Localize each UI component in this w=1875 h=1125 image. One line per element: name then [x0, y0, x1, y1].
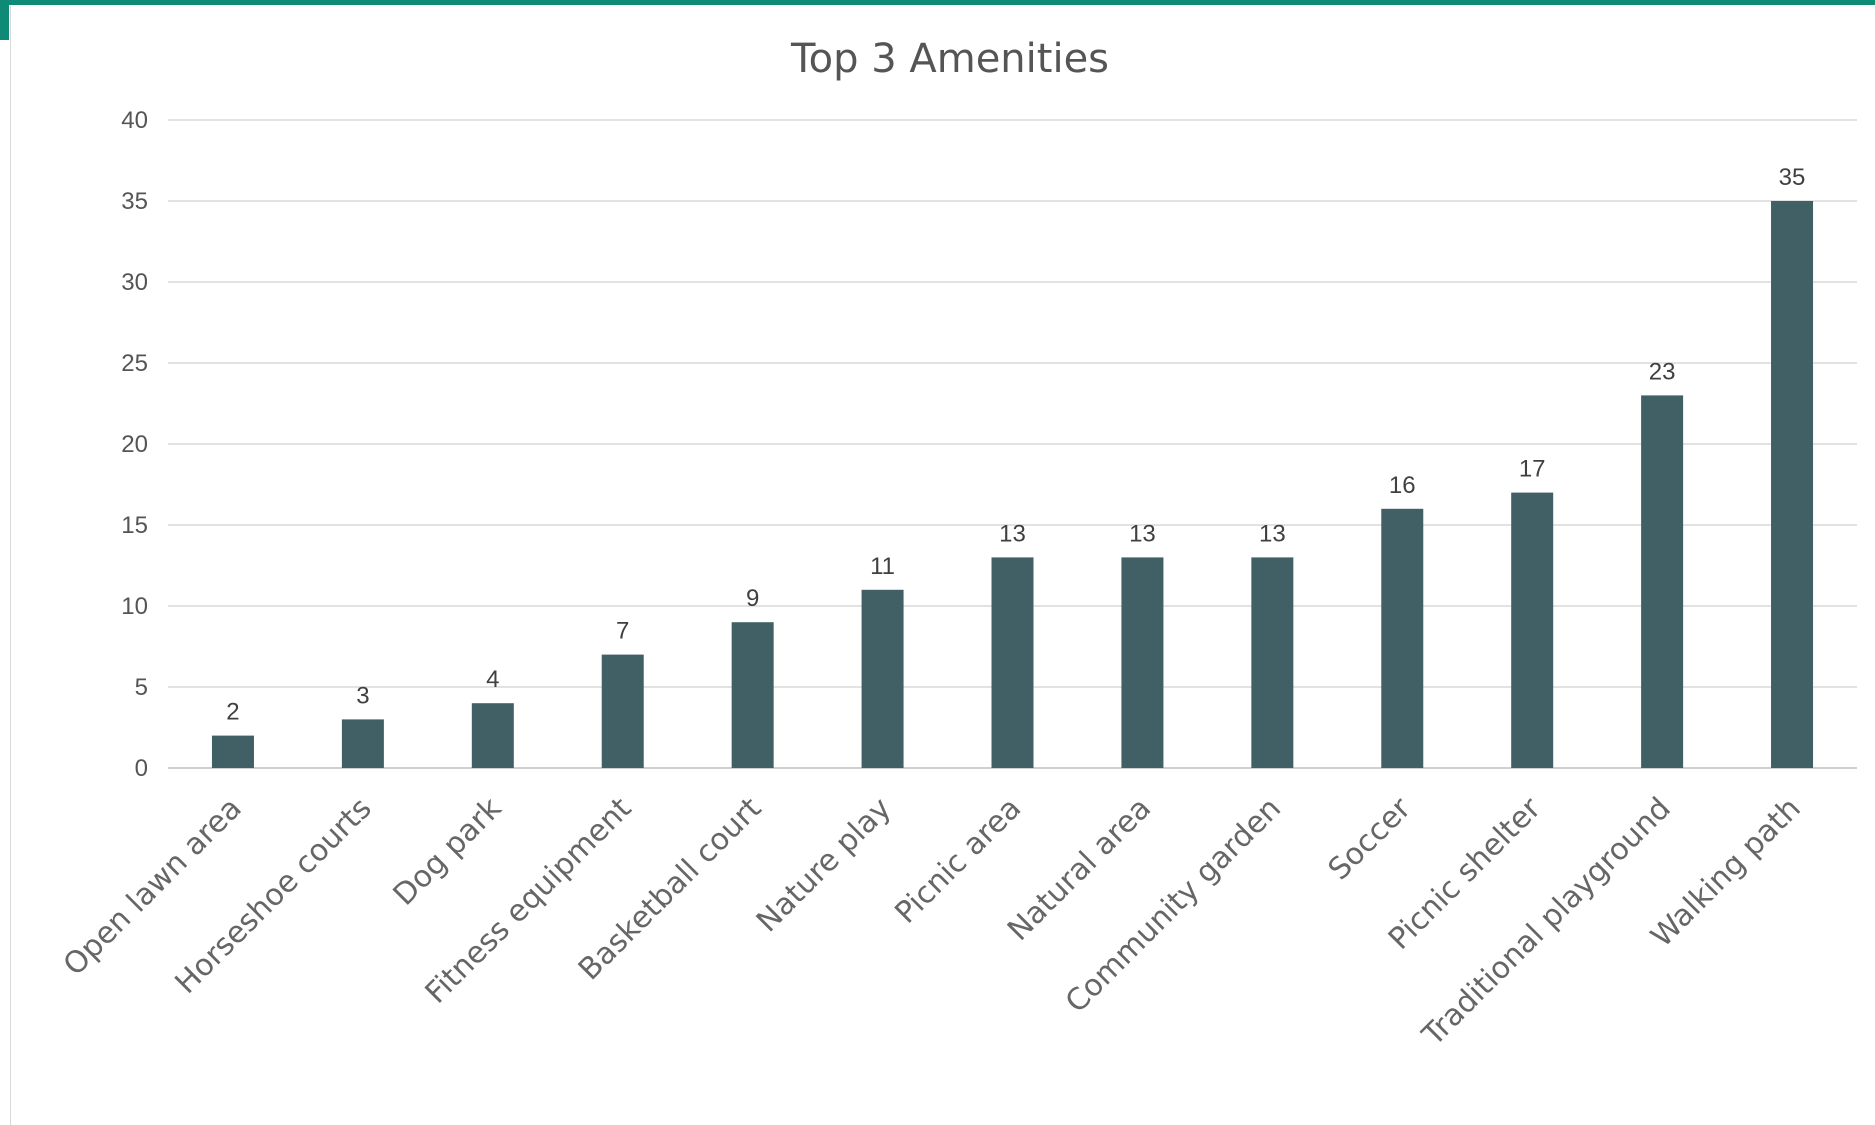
- x-tick-label: Community garden: [1059, 791, 1288, 1020]
- bar: [991, 557, 1034, 768]
- x-tick-label: Soccer: [1322, 790, 1419, 887]
- bar: [1641, 395, 1684, 768]
- data-label: 3: [356, 682, 369, 709]
- y-tick-label: 25: [121, 350, 148, 377]
- y-axis-ticks: 0 5 10 15 20 25 30 35 40: [121, 107, 148, 782]
- y-tick-label: 40: [121, 107, 148, 134]
- data-label: 13: [999, 520, 1026, 547]
- data-label: 16: [1389, 472, 1416, 499]
- data-label: 9: [746, 585, 759, 612]
- chart-title: Top 3 Amenities: [790, 36, 1109, 82]
- bar: [1511, 492, 1554, 768]
- bar: [1121, 557, 1164, 768]
- y-tick-label: 0: [135, 755, 148, 782]
- data-label: 13: [1129, 520, 1156, 547]
- bar: [341, 719, 384, 768]
- left-border: [10, 5, 11, 1125]
- bar: [211, 735, 254, 768]
- data-label: 4: [486, 666, 499, 693]
- y-tick-label: 30: [121, 269, 148, 296]
- x-tick-label: Picnic area: [888, 791, 1028, 931]
- x-tick-label: Nature play: [750, 791, 898, 939]
- bar: [1251, 557, 1294, 768]
- y-tick-label: 10: [121, 593, 148, 620]
- corner-accent: [0, 0, 9, 40]
- y-tick-label: 15: [121, 512, 148, 539]
- gridlines: [168, 119, 1857, 769]
- bar: [731, 622, 774, 768]
- data-label: 23: [1649, 358, 1676, 385]
- data-label: 35: [1779, 164, 1806, 191]
- bar: [861, 589, 904, 768]
- x-tick-label: Traditional playground: [1415, 791, 1678, 1054]
- bar: [601, 654, 644, 768]
- x-tick-label: Dog park: [387, 790, 509, 912]
- y-tick-label: 20: [121, 431, 148, 458]
- bars: [211, 201, 1814, 768]
- data-label: 7: [616, 618, 629, 645]
- top-accent-bar: [0, 0, 1875, 5]
- data-label: 2: [226, 699, 239, 726]
- data-label: 11: [870, 553, 895, 580]
- y-tick-label: 35: [121, 188, 148, 215]
- bar: [1771, 201, 1814, 768]
- y-tick-label: 5: [135, 674, 148, 701]
- bar: [471, 703, 514, 768]
- data-label: 17: [1519, 456, 1546, 483]
- data-label: 13: [1259, 520, 1286, 547]
- bar: [1381, 508, 1424, 768]
